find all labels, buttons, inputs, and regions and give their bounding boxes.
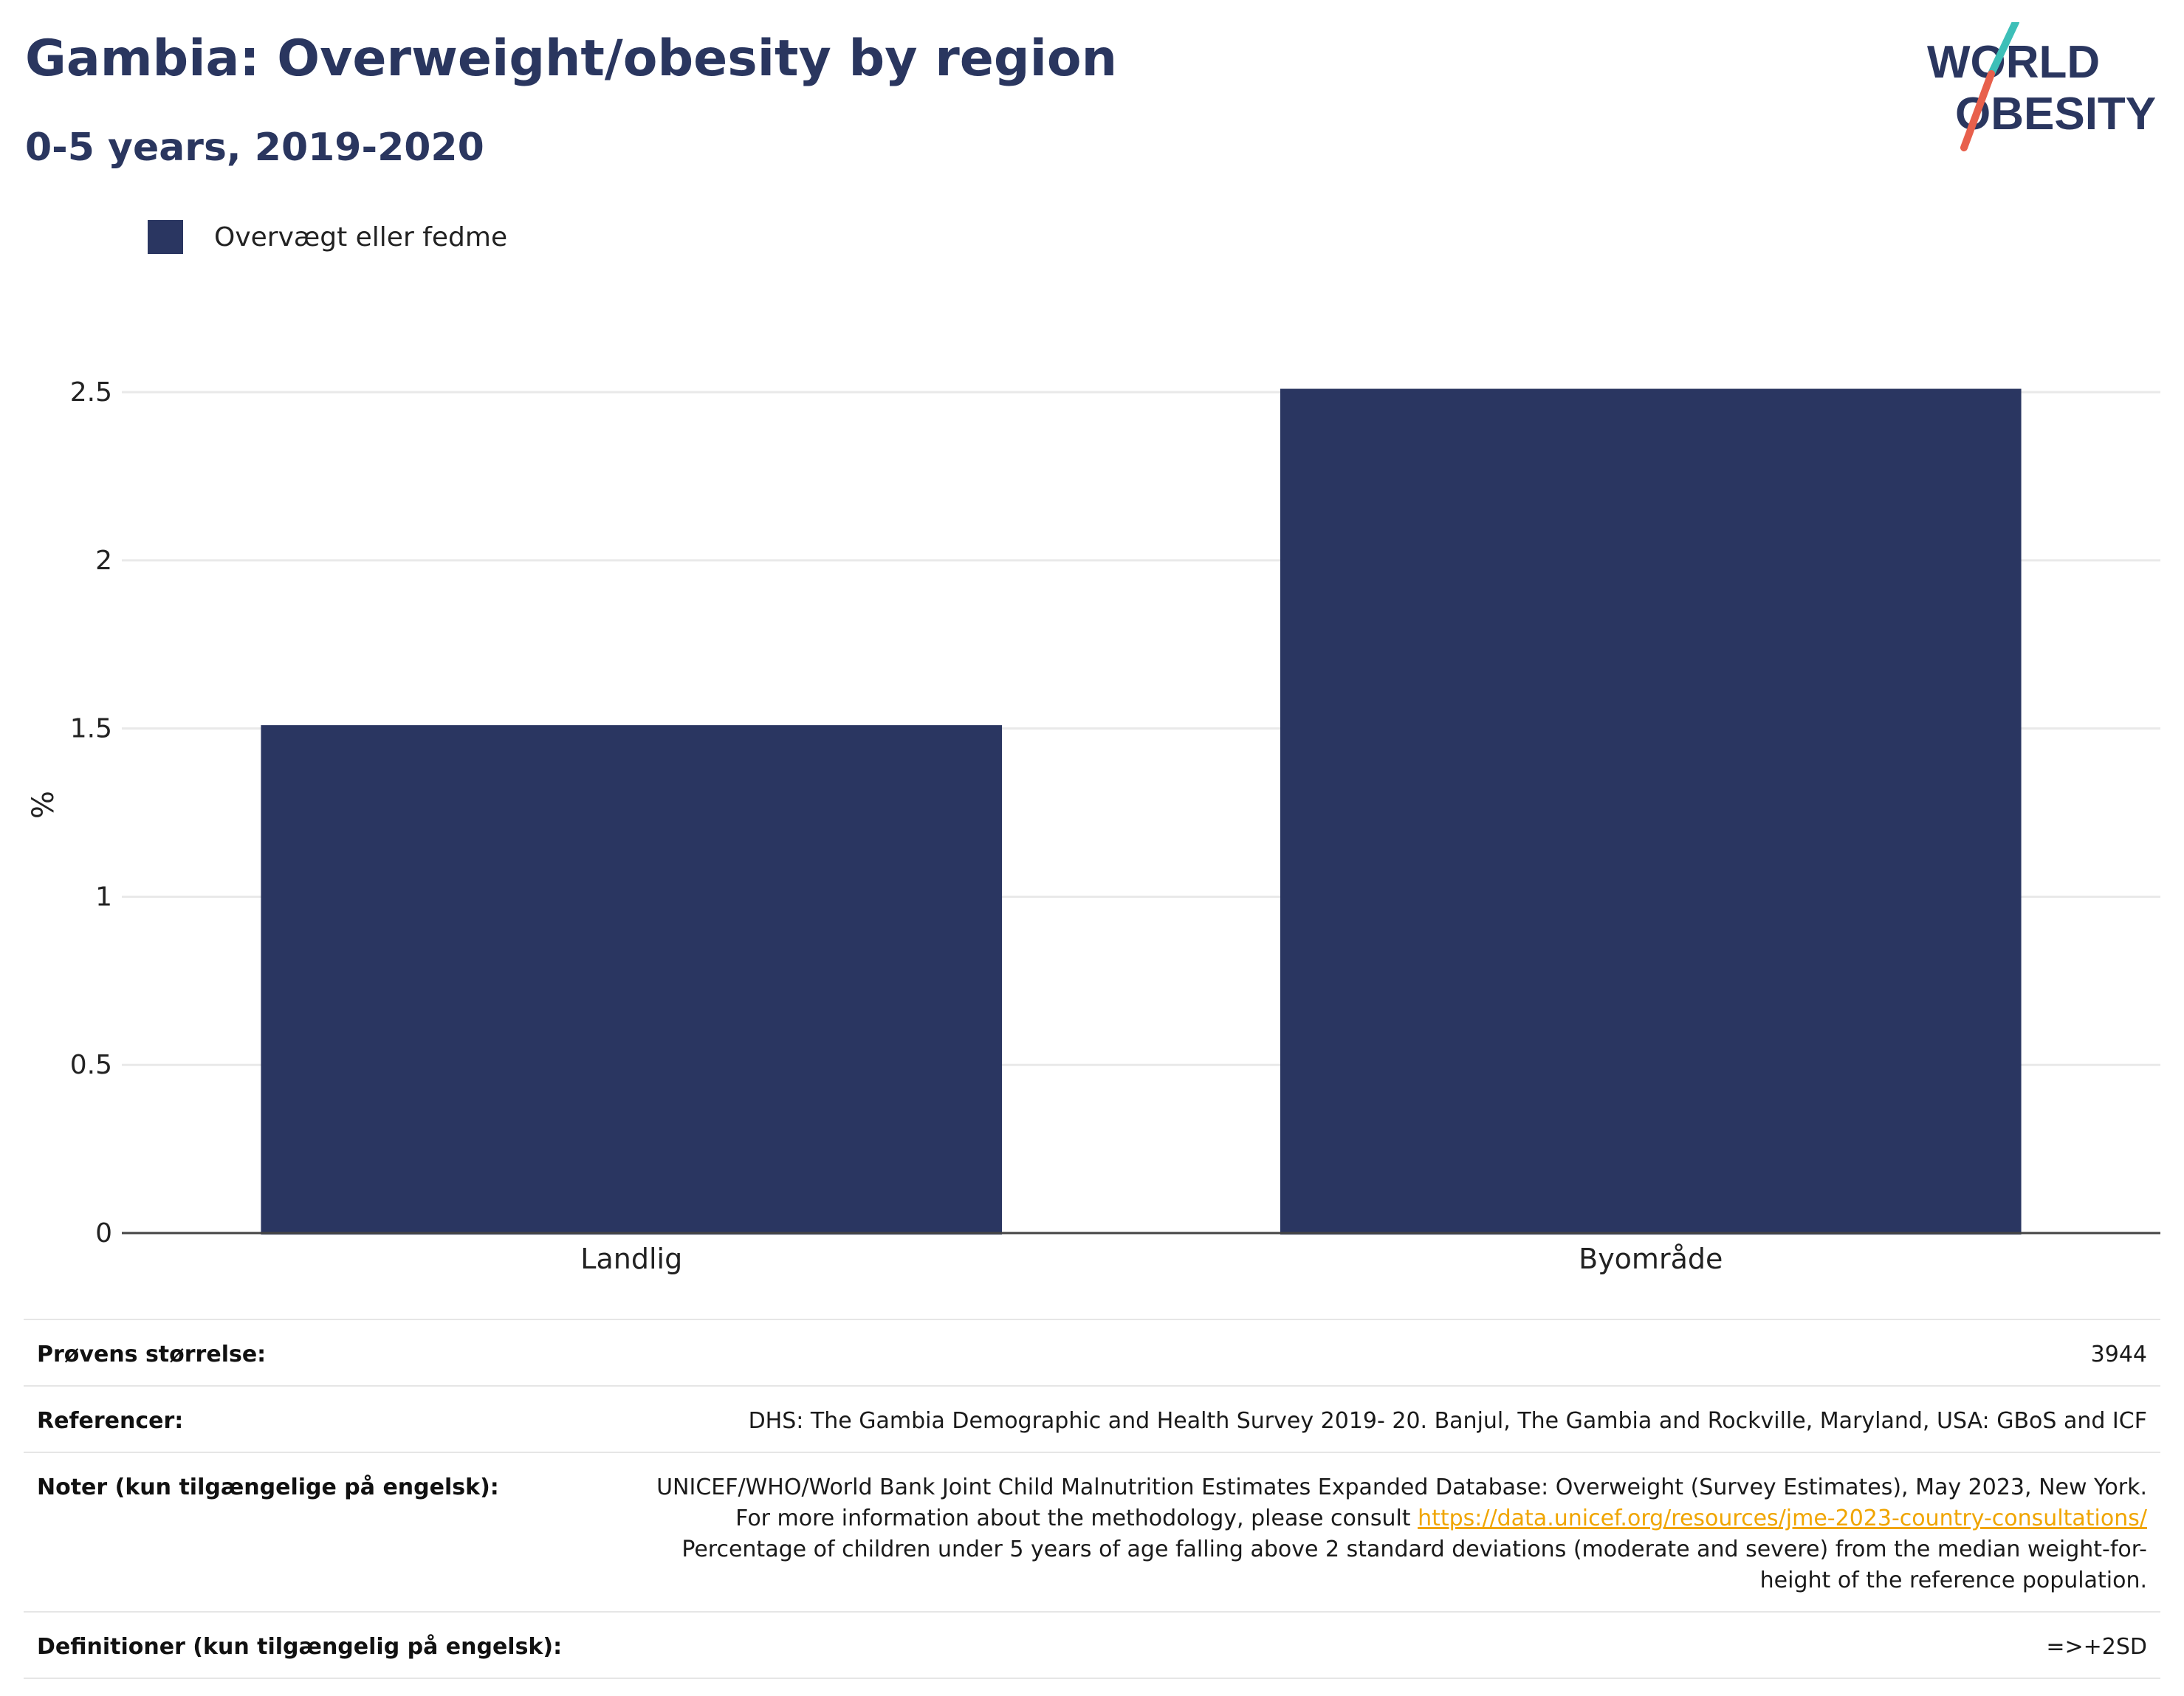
notes-link[interactable]: https://data.unicef.org/resources/jme-20… — [1418, 1506, 2147, 1531]
logo-word-obesity: OBESITY — [1955, 89, 2156, 140]
notes-text-2: Percentage of children under 5 years of … — [681, 1537, 2147, 1593]
legend-label: Overvægt eller fedme — [214, 222, 508, 253]
x-tick-label: Byområde — [1579, 1243, 1723, 1275]
bar — [1280, 388, 2022, 1235]
notes-value: UNICEF/WHO/World Bank Joint Child Malnut… — [626, 1452, 2160, 1613]
chart-subtitle: 0-5 years, 2019-2020 — [25, 126, 484, 170]
sample-size-value: 3944 — [626, 1319, 2160, 1387]
sample-size-label: Prøvens størrelse: — [24, 1319, 626, 1387]
info-row-sample: Prøvens størrelse: 3944 — [24, 1319, 2160, 1387]
y-tick-label: 2 — [95, 546, 112, 576]
bar — [261, 725, 1003, 1235]
x-tick-label: Landlig — [580, 1243, 682, 1275]
legend-swatch — [148, 220, 183, 254]
info-table: Prøvens størrelse: 3944 Referencer: DHS:… — [24, 1319, 2160, 1679]
chart-title: Gambia: Overweight/obesity by region — [25, 30, 1117, 88]
info-row-definitions: Definitioner (kun tilgængelig på engelsk… — [24, 1611, 2160, 1679]
references-label: Referencer: — [24, 1385, 626, 1453]
y-tick-label: 2.5 — [70, 377, 112, 408]
bar-chart: 0 0.5 1 1.5 2 2.5 Landlig Byområde% — [27, 377, 2160, 1275]
definitions-label: Definitioner (kun tilgængelig på engelsk… — [24, 1611, 626, 1679]
notes-label: Noter (kun tilgængelige på engelsk): — [24, 1452, 626, 1613]
y-tick-label: 1 — [95, 882, 112, 912]
y-tick-label: 1.5 — [70, 714, 112, 744]
logo-slash-teal — [1988, 22, 2019, 78]
legend[interactable]: Overvægt eller fedme — [148, 220, 507, 254]
references-value: DHS: The Gambia Demographic and Health S… — [626, 1385, 2160, 1453]
y-axis-label: % — [27, 791, 61, 819]
logo-slash-coral — [1960, 70, 1995, 151]
notes-text-1: UNICEF/WHO/World Bank Joint Child Malnut… — [656, 1474, 2147, 1531]
y-tick-label: 0.5 — [70, 1050, 112, 1080]
world-obesity-logo: WORLD OBESITY — [1927, 22, 2156, 151]
logo-word-world: WORLD — [1927, 37, 2100, 88]
info-row-notes: Noter (kun tilgængelige på engelsk): UNI… — [24, 1452, 2160, 1613]
definitions-value: =>+2SD — [626, 1611, 2160, 1679]
info-row-references: Referencer: DHS: The Gambia Demographic … — [24, 1385, 2160, 1453]
y-tick-label: 0 — [95, 1218, 112, 1249]
